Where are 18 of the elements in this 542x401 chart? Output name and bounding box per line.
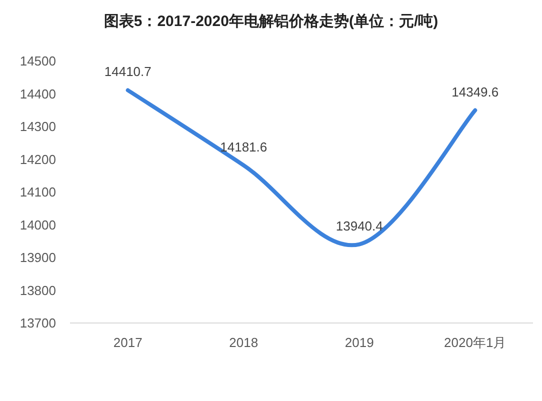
data-label: 14349.6 [452, 84, 499, 100]
y-tick-label: 14300 [20, 119, 56, 134]
x-tick-label: 2020年1月 [444, 335, 506, 350]
y-tick-label: 13800 [20, 282, 56, 298]
x-tick-label: 2017 [113, 335, 142, 350]
data-label: 14410.7 [104, 64, 152, 80]
y-tick-label: 14400 [20, 86, 56, 102]
y-tick-label: 14100 [20, 184, 56, 200]
y-tick-label: 14000 [20, 217, 56, 232]
data-label: 13940.4 [336, 218, 383, 234]
x-tick-label: 2019 [344, 335, 374, 350]
data-label: 14181.6 [220, 139, 268, 154]
y-tick-label: 14200 [20, 152, 56, 167]
y-tick-label: 13700 [20, 316, 56, 330]
x-tick-label: 2018 [229, 335, 258, 350]
y-tick-label: 13900 [20, 250, 56, 265]
y-tick-label: 14500 [20, 54, 56, 68]
chart-title: 图表5：2017-2020年电解铝价格走势(单位：元/吨) [104, 13, 438, 30]
